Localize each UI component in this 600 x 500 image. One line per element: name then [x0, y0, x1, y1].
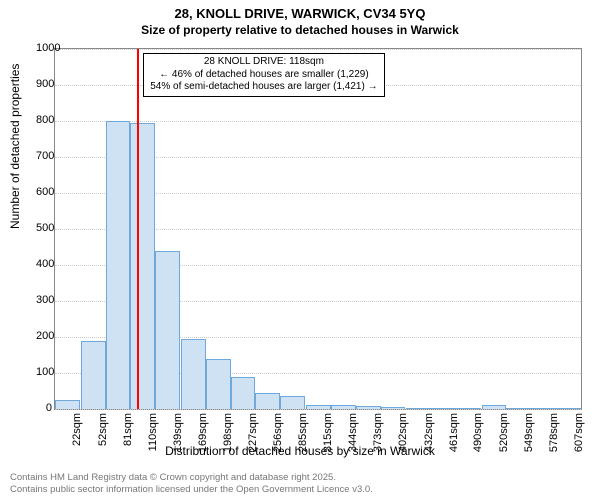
x-tick-label: 578sqm	[548, 413, 560, 452]
histogram-bar	[280, 396, 305, 409]
histogram-bar	[556, 408, 581, 409]
x-tick-label: 139sqm	[172, 413, 184, 452]
plot-area: 28 KNOLL DRIVE: 118sqm← 46% of detached …	[54, 48, 582, 410]
histogram-bar	[531, 408, 556, 409]
x-tick-label: 315sqm	[322, 413, 334, 452]
histogram-bar	[106, 121, 131, 409]
histogram-bar	[130, 123, 155, 409]
y-tick-label: 900	[36, 78, 52, 90]
x-tick-label: 52sqm	[97, 413, 109, 446]
x-tick-label: 169sqm	[197, 413, 209, 452]
plot-wrap: 28 KNOLL DRIVE: 118sqm← 46% of detached …	[54, 48, 582, 410]
annotation-box: 28 KNOLL DRIVE: 118sqm← 46% of detached …	[143, 53, 384, 97]
histogram-bar	[381, 407, 406, 409]
x-tick-label: 402sqm	[397, 413, 409, 452]
chart-container: 28, KNOLL DRIVE, WARWICK, CV34 5YQ Size …	[0, 0, 600, 500]
x-tick-label: 22sqm	[71, 413, 83, 446]
y-tick-label: 700	[36, 150, 52, 162]
histogram-bar	[331, 405, 356, 409]
y-tick-label: 200	[36, 330, 52, 342]
histogram-bar	[431, 408, 456, 409]
x-tick-label: 285sqm	[297, 413, 309, 452]
chart-title: 28, KNOLL DRIVE, WARWICK, CV34 5YQ	[0, 0, 600, 23]
footer-line2: Contains public sector information licen…	[10, 484, 373, 496]
histogram-bar	[482, 405, 507, 409]
histogram-bar	[356, 406, 381, 409]
x-tick-label: 198sqm	[222, 413, 234, 452]
x-tick-label: 256sqm	[272, 413, 284, 452]
histogram-bar	[206, 359, 231, 409]
y-tick-label: 300	[36, 294, 52, 306]
y-tick-label: 500	[36, 222, 52, 234]
histogram-bar	[81, 341, 106, 409]
x-tick-label: 520sqm	[498, 413, 510, 452]
histogram-bar	[231, 377, 256, 409]
x-tick-label: 461sqm	[448, 413, 460, 452]
histogram-bar	[306, 405, 331, 409]
footer-attribution: Contains HM Land Registry data © Crown c…	[10, 472, 373, 496]
footer-line1: Contains HM Land Registry data © Crown c…	[10, 472, 373, 484]
y-tick-label: 1000	[36, 42, 52, 54]
x-tick-label: 81sqm	[122, 413, 134, 446]
y-tick-label: 0	[36, 402, 52, 414]
y-axis-label: Number of detached properties	[8, 64, 22, 229]
x-tick-label: 344sqm	[347, 413, 359, 452]
x-tick-label: 110sqm	[147, 413, 159, 451]
histogram-bar	[255, 393, 280, 409]
x-tick-label: 549sqm	[523, 413, 535, 452]
x-tick-label: 490sqm	[472, 413, 484, 452]
histogram-bar	[506, 408, 531, 409]
x-tick-label: 227sqm	[247, 413, 259, 452]
x-tick-label: 373sqm	[372, 413, 384, 452]
annotation-line2: ← 46% of detached houses are smaller (1,…	[150, 69, 377, 82]
y-tick-label: 800	[36, 114, 52, 126]
y-tick-label: 400	[36, 258, 52, 270]
y-tick-label: 100	[36, 366, 52, 378]
x-tick-label: 432sqm	[423, 413, 435, 452]
histogram-bar	[181, 339, 206, 409]
gridline	[55, 409, 581, 410]
gridline	[55, 49, 581, 50]
histogram-bar	[406, 408, 431, 409]
annotation-line1: 28 KNOLL DRIVE: 118sqm	[150, 56, 377, 69]
histogram-bar	[55, 400, 80, 409]
histogram-bar	[456, 408, 481, 409]
annotation-line3: 54% of semi-detached houses are larger (…	[150, 81, 377, 94]
x-tick-label: 607sqm	[573, 413, 585, 452]
reference-line	[137, 49, 139, 409]
histogram-bar	[155, 251, 180, 409]
chart-subtitle: Size of property relative to detached ho…	[0, 23, 600, 41]
y-tick-label: 600	[36, 186, 52, 198]
